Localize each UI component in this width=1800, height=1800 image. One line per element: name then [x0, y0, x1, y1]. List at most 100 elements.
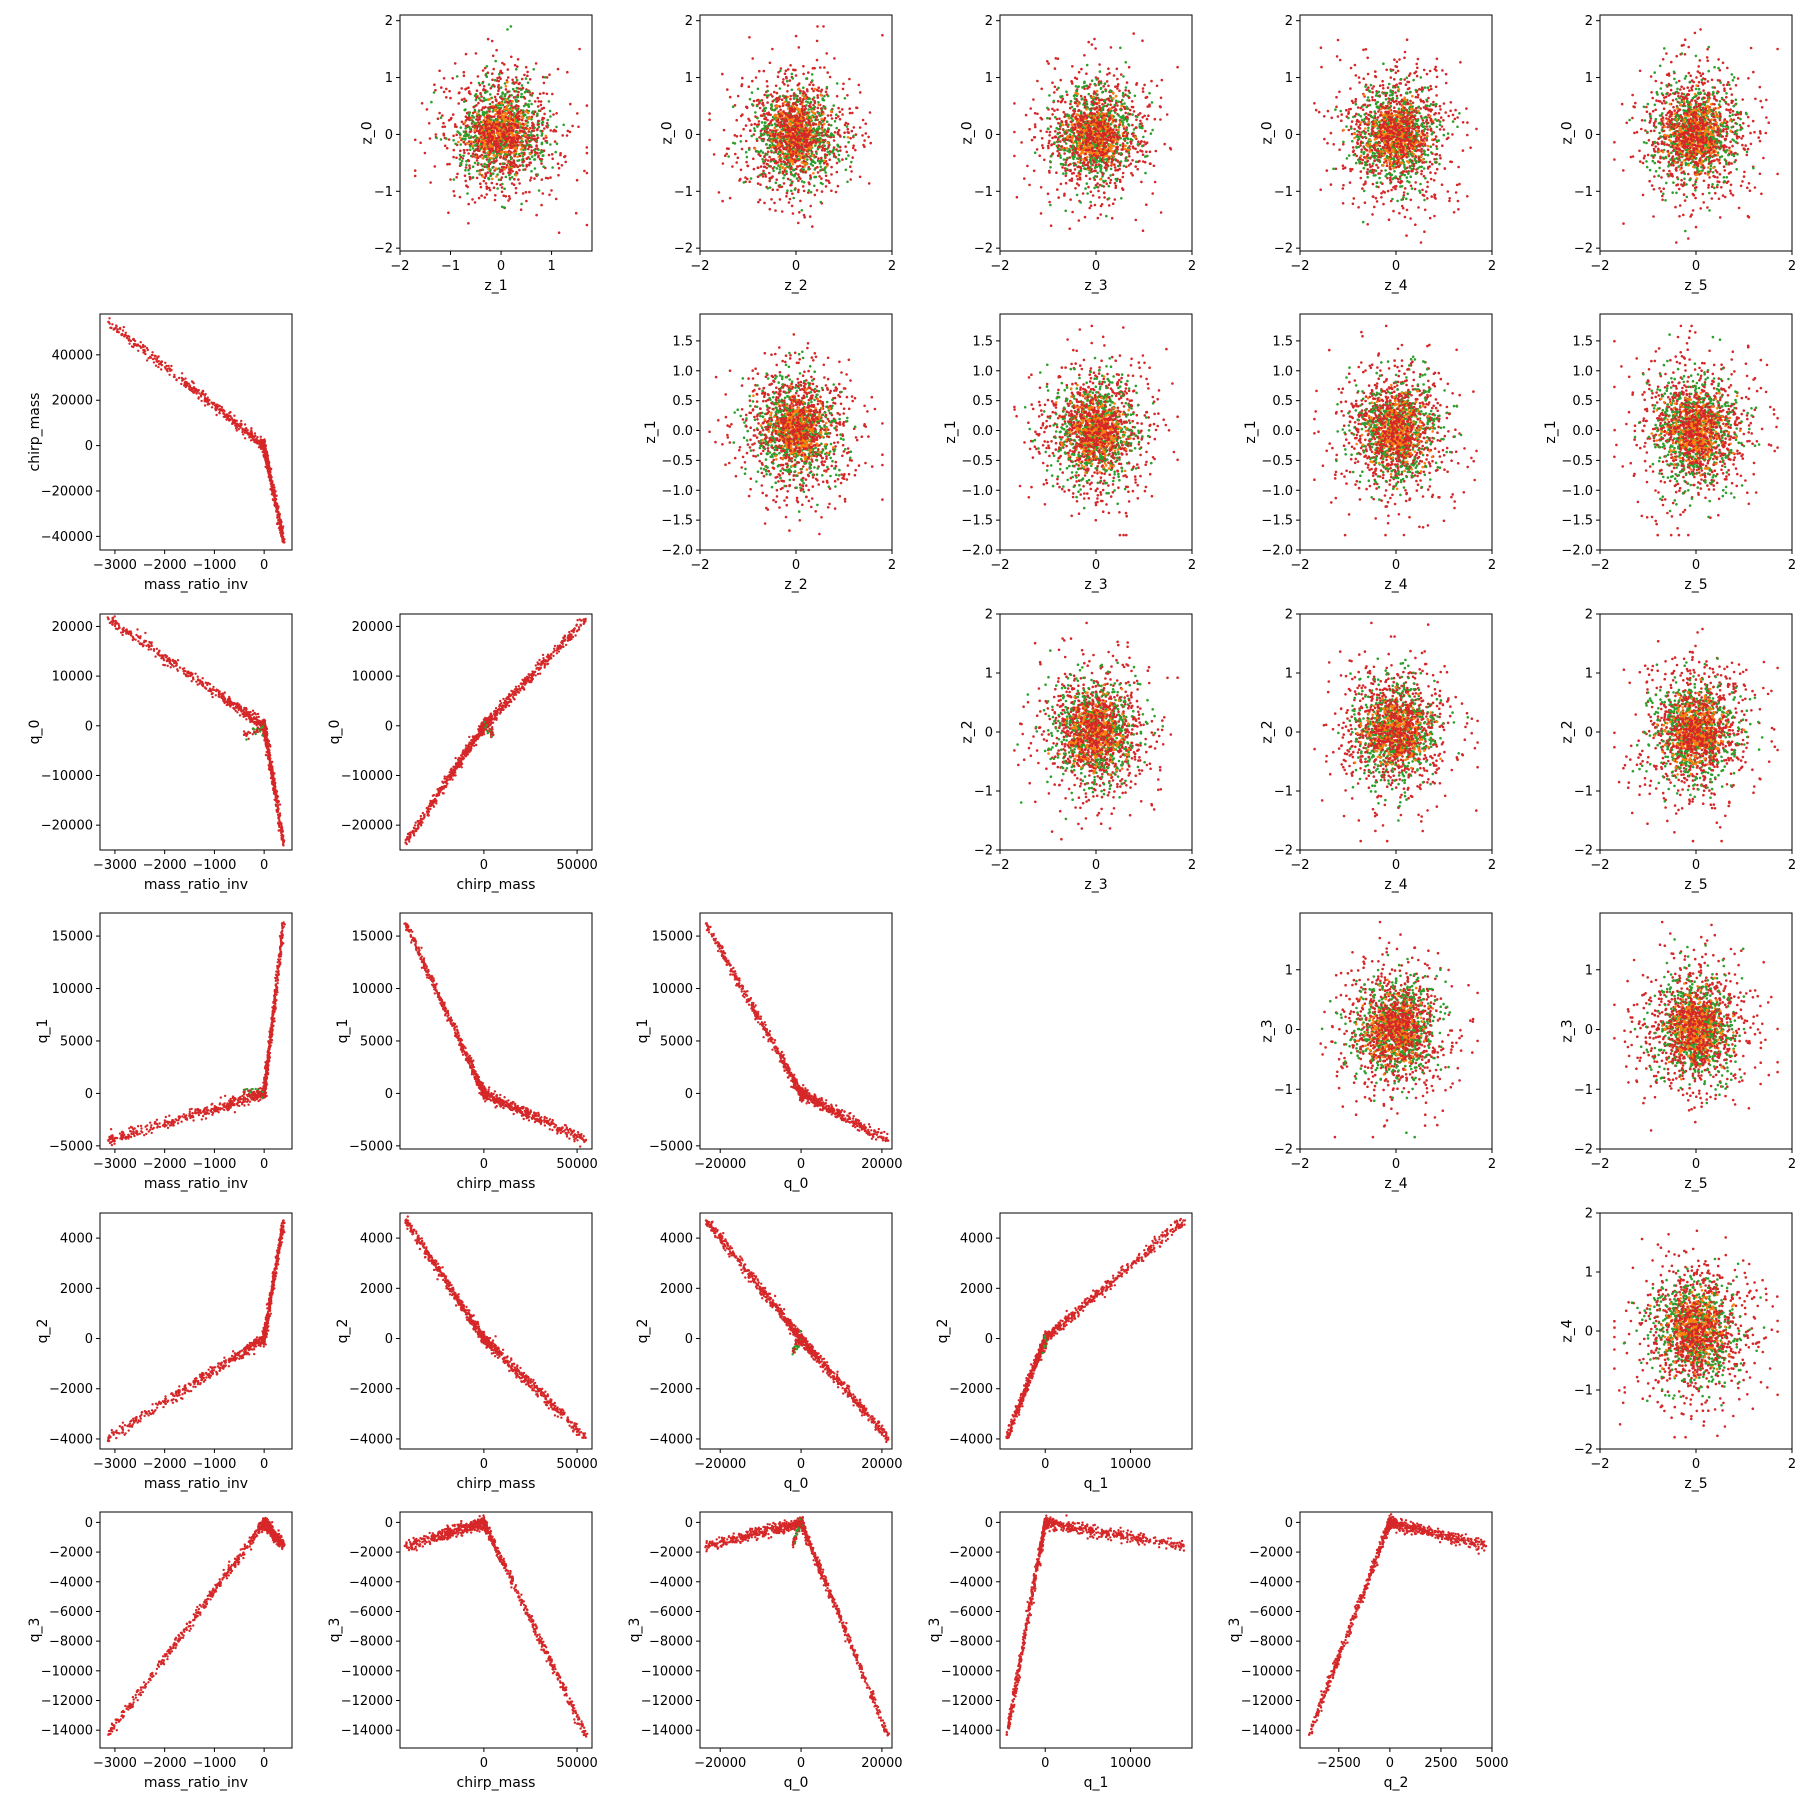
point	[1053, 67, 1057, 70]
point	[778, 198, 782, 201]
point	[800, 180, 804, 183]
point	[812, 139, 816, 142]
point	[777, 143, 781, 147]
point	[1150, 79, 1153, 83]
point	[510, 55, 513, 59]
point	[1071, 82, 1074, 85]
point	[826, 150, 830, 154]
point	[1131, 105, 1135, 109]
point	[566, 129, 570, 133]
point	[762, 160, 765, 163]
point	[490, 177, 494, 181]
point	[818, 127, 821, 130]
point	[798, 108, 801, 111]
point	[519, 88, 523, 92]
y-tick-label: −2	[374, 242, 393, 257]
point	[477, 138, 481, 141]
point	[456, 130, 459, 133]
point	[466, 148, 469, 152]
point	[533, 126, 536, 130]
point	[814, 137, 817, 141]
point	[835, 94, 839, 98]
point	[515, 68, 518, 71]
point	[479, 120, 482, 124]
point	[507, 111, 510, 114]
point	[794, 117, 797, 121]
point	[496, 115, 500, 118]
point	[543, 76, 547, 79]
point	[770, 158, 773, 162]
point	[782, 122, 786, 125]
point	[1046, 144, 1050, 148]
point	[483, 116, 487, 119]
point	[507, 127, 511, 131]
point	[480, 194, 483, 197]
point	[1141, 144, 1144, 148]
point	[1152, 164, 1156, 168]
point	[809, 176, 813, 179]
point	[779, 132, 783, 135]
point	[471, 198, 474, 201]
point	[491, 136, 495, 139]
point	[1066, 125, 1070, 128]
point	[413, 169, 417, 172]
point	[509, 157, 513, 161]
point	[482, 150, 486, 154]
point	[1165, 113, 1169, 116]
point	[756, 87, 760, 91]
point	[1100, 165, 1103, 168]
point	[826, 71, 829, 74]
point	[453, 123, 457, 126]
point	[482, 96, 486, 100]
point	[852, 144, 855, 147]
point	[818, 142, 822, 145]
point	[482, 88, 485, 92]
point	[490, 115, 494, 118]
point	[1092, 176, 1096, 179]
point	[516, 138, 520, 141]
point	[1153, 180, 1157, 184]
point	[787, 122, 791, 126]
point	[832, 152, 836, 155]
point	[788, 106, 792, 110]
point	[772, 135, 776, 138]
point	[829, 134, 832, 137]
point	[1067, 163, 1070, 167]
point	[824, 171, 827, 174]
point	[1124, 86, 1128, 89]
point	[564, 160, 567, 164]
point	[476, 118, 480, 121]
point	[439, 116, 443, 119]
point	[797, 179, 800, 183]
point	[812, 83, 815, 87]
point	[790, 115, 794, 119]
point	[1100, 108, 1104, 111]
point	[748, 180, 751, 183]
x-axis-label: z_1	[484, 278, 507, 294]
point	[526, 70, 529, 74]
point	[491, 78, 494, 82]
point	[492, 106, 495, 109]
point	[759, 183, 762, 186]
point	[583, 169, 586, 173]
point	[779, 108, 782, 112]
point	[746, 177, 749, 181]
point	[507, 165, 510, 169]
point	[806, 111, 809, 115]
axes-frame	[399, 14, 593, 252]
point	[765, 112, 769, 115]
point	[1151, 192, 1154, 195]
point	[818, 120, 821, 124]
point	[468, 166, 472, 170]
point	[467, 168, 470, 172]
point	[506, 90, 510, 93]
point	[788, 79, 792, 82]
point	[502, 143, 505, 147]
point	[763, 165, 766, 169]
point	[802, 72, 805, 76]
point	[486, 132, 489, 136]
point	[477, 101, 480, 105]
point	[863, 145, 866, 148]
point	[1094, 47, 1097, 50]
point	[1048, 160, 1052, 163]
